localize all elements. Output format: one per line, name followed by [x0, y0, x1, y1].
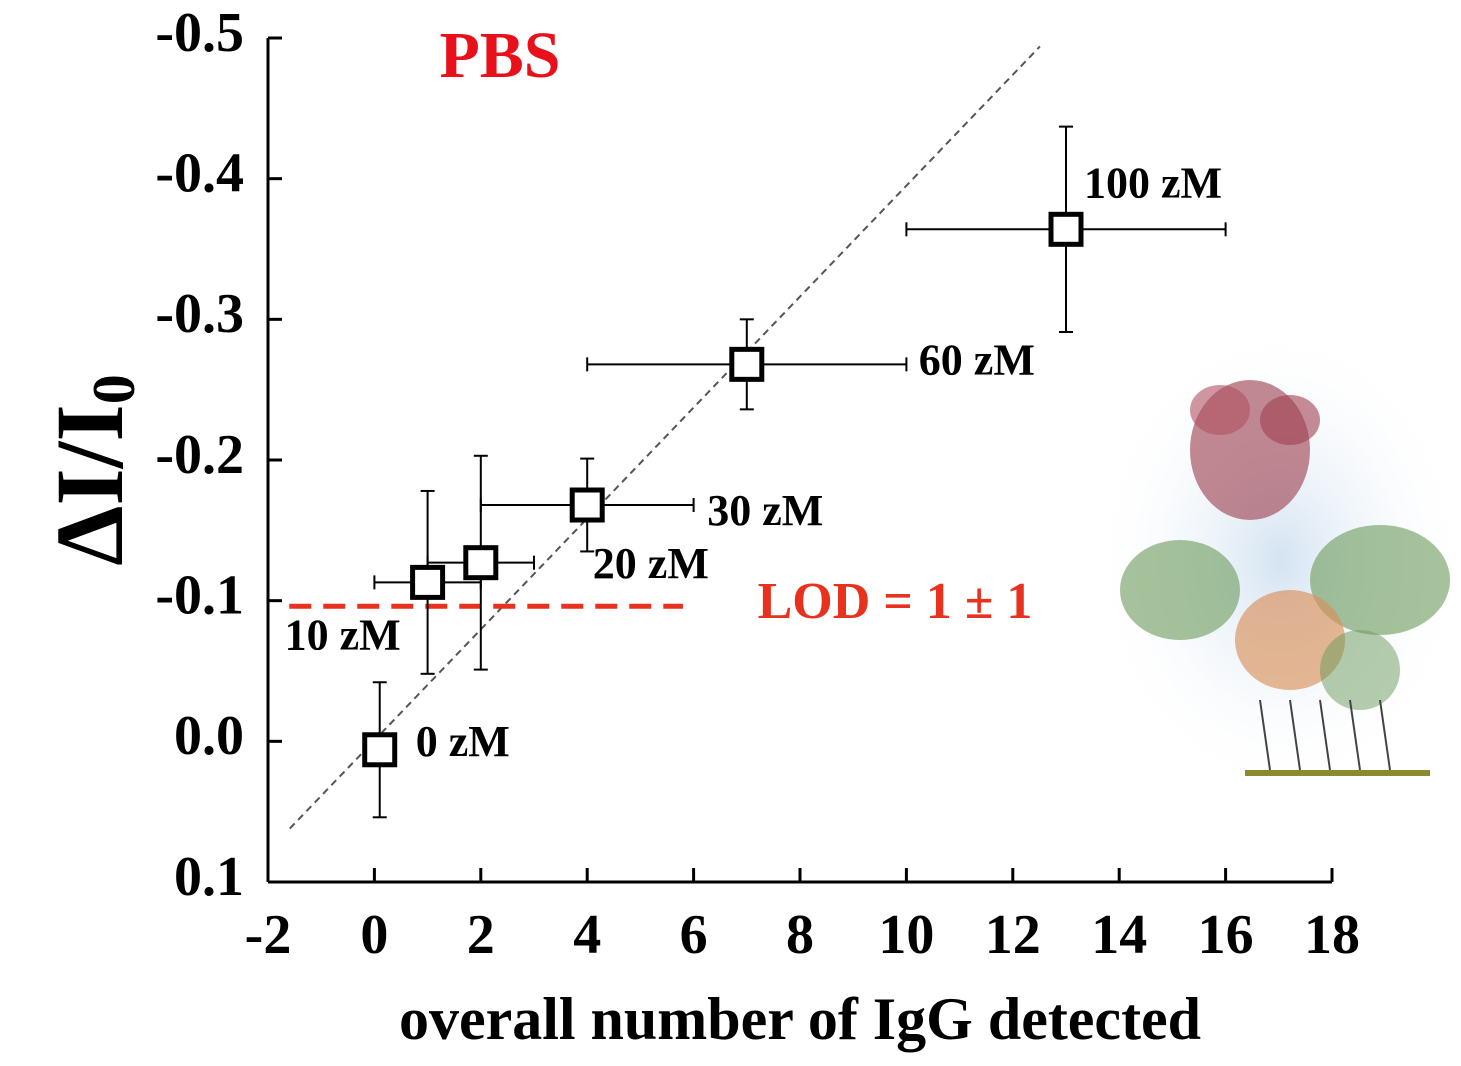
x-tick-label: 0 — [360, 904, 388, 966]
point-label: 10 zM — [285, 610, 401, 659]
chart-title: PBS — [439, 19, 560, 92]
x-tick-label: 12 — [985, 904, 1041, 966]
x-tick-label: 6 — [680, 904, 708, 966]
point-label: 30 zM — [707, 486, 823, 535]
x-axis-label: overall number of IgG detected — [399, 986, 1201, 1052]
y-tick-label: -0.4 — [155, 143, 244, 205]
x-tick-label: 2 — [467, 904, 495, 966]
y-tick-label: -0.2 — [155, 424, 244, 486]
point — [362, 732, 398, 768]
y-tick-label: -0.5 — [155, 2, 244, 64]
y-tick-label: -0.3 — [155, 283, 244, 345]
point — [410, 564, 446, 600]
x-tick-label: 10 — [878, 904, 934, 966]
lod-label: LOD = 1 ± 1 — [758, 573, 1033, 630]
point — [729, 346, 765, 382]
y-tick-label: 0.0 — [174, 705, 244, 767]
y-tick-label: -0.1 — [155, 565, 244, 627]
point-label: 100 zM — [1084, 158, 1222, 207]
fit-line — [289, 45, 1041, 830]
y-axis-label-sub: 0 — [81, 374, 147, 404]
point-label: 0 zM — [416, 717, 510, 766]
x-tick-label: 14 — [1091, 904, 1147, 966]
point — [463, 545, 499, 581]
y-axis-label-main: ΔI/I — [36, 404, 143, 566]
point — [569, 487, 605, 523]
x-tick-label: 16 — [1198, 904, 1254, 966]
x-tick-label: 8 — [786, 904, 814, 966]
y-axis-label: ΔI/I0 — [36, 374, 147, 566]
y-tick-label: 0.1 — [174, 846, 244, 908]
point-label: 20 zM — [593, 539, 709, 588]
x-tick-label: 4 — [573, 904, 601, 966]
x-tick-label: -2 — [245, 904, 292, 966]
point — [1048, 211, 1084, 247]
x-tick-label: 18 — [1304, 904, 1360, 966]
point-label: 60 zM — [919, 335, 1035, 384]
protein-inset — [1090, 320, 1461, 800]
